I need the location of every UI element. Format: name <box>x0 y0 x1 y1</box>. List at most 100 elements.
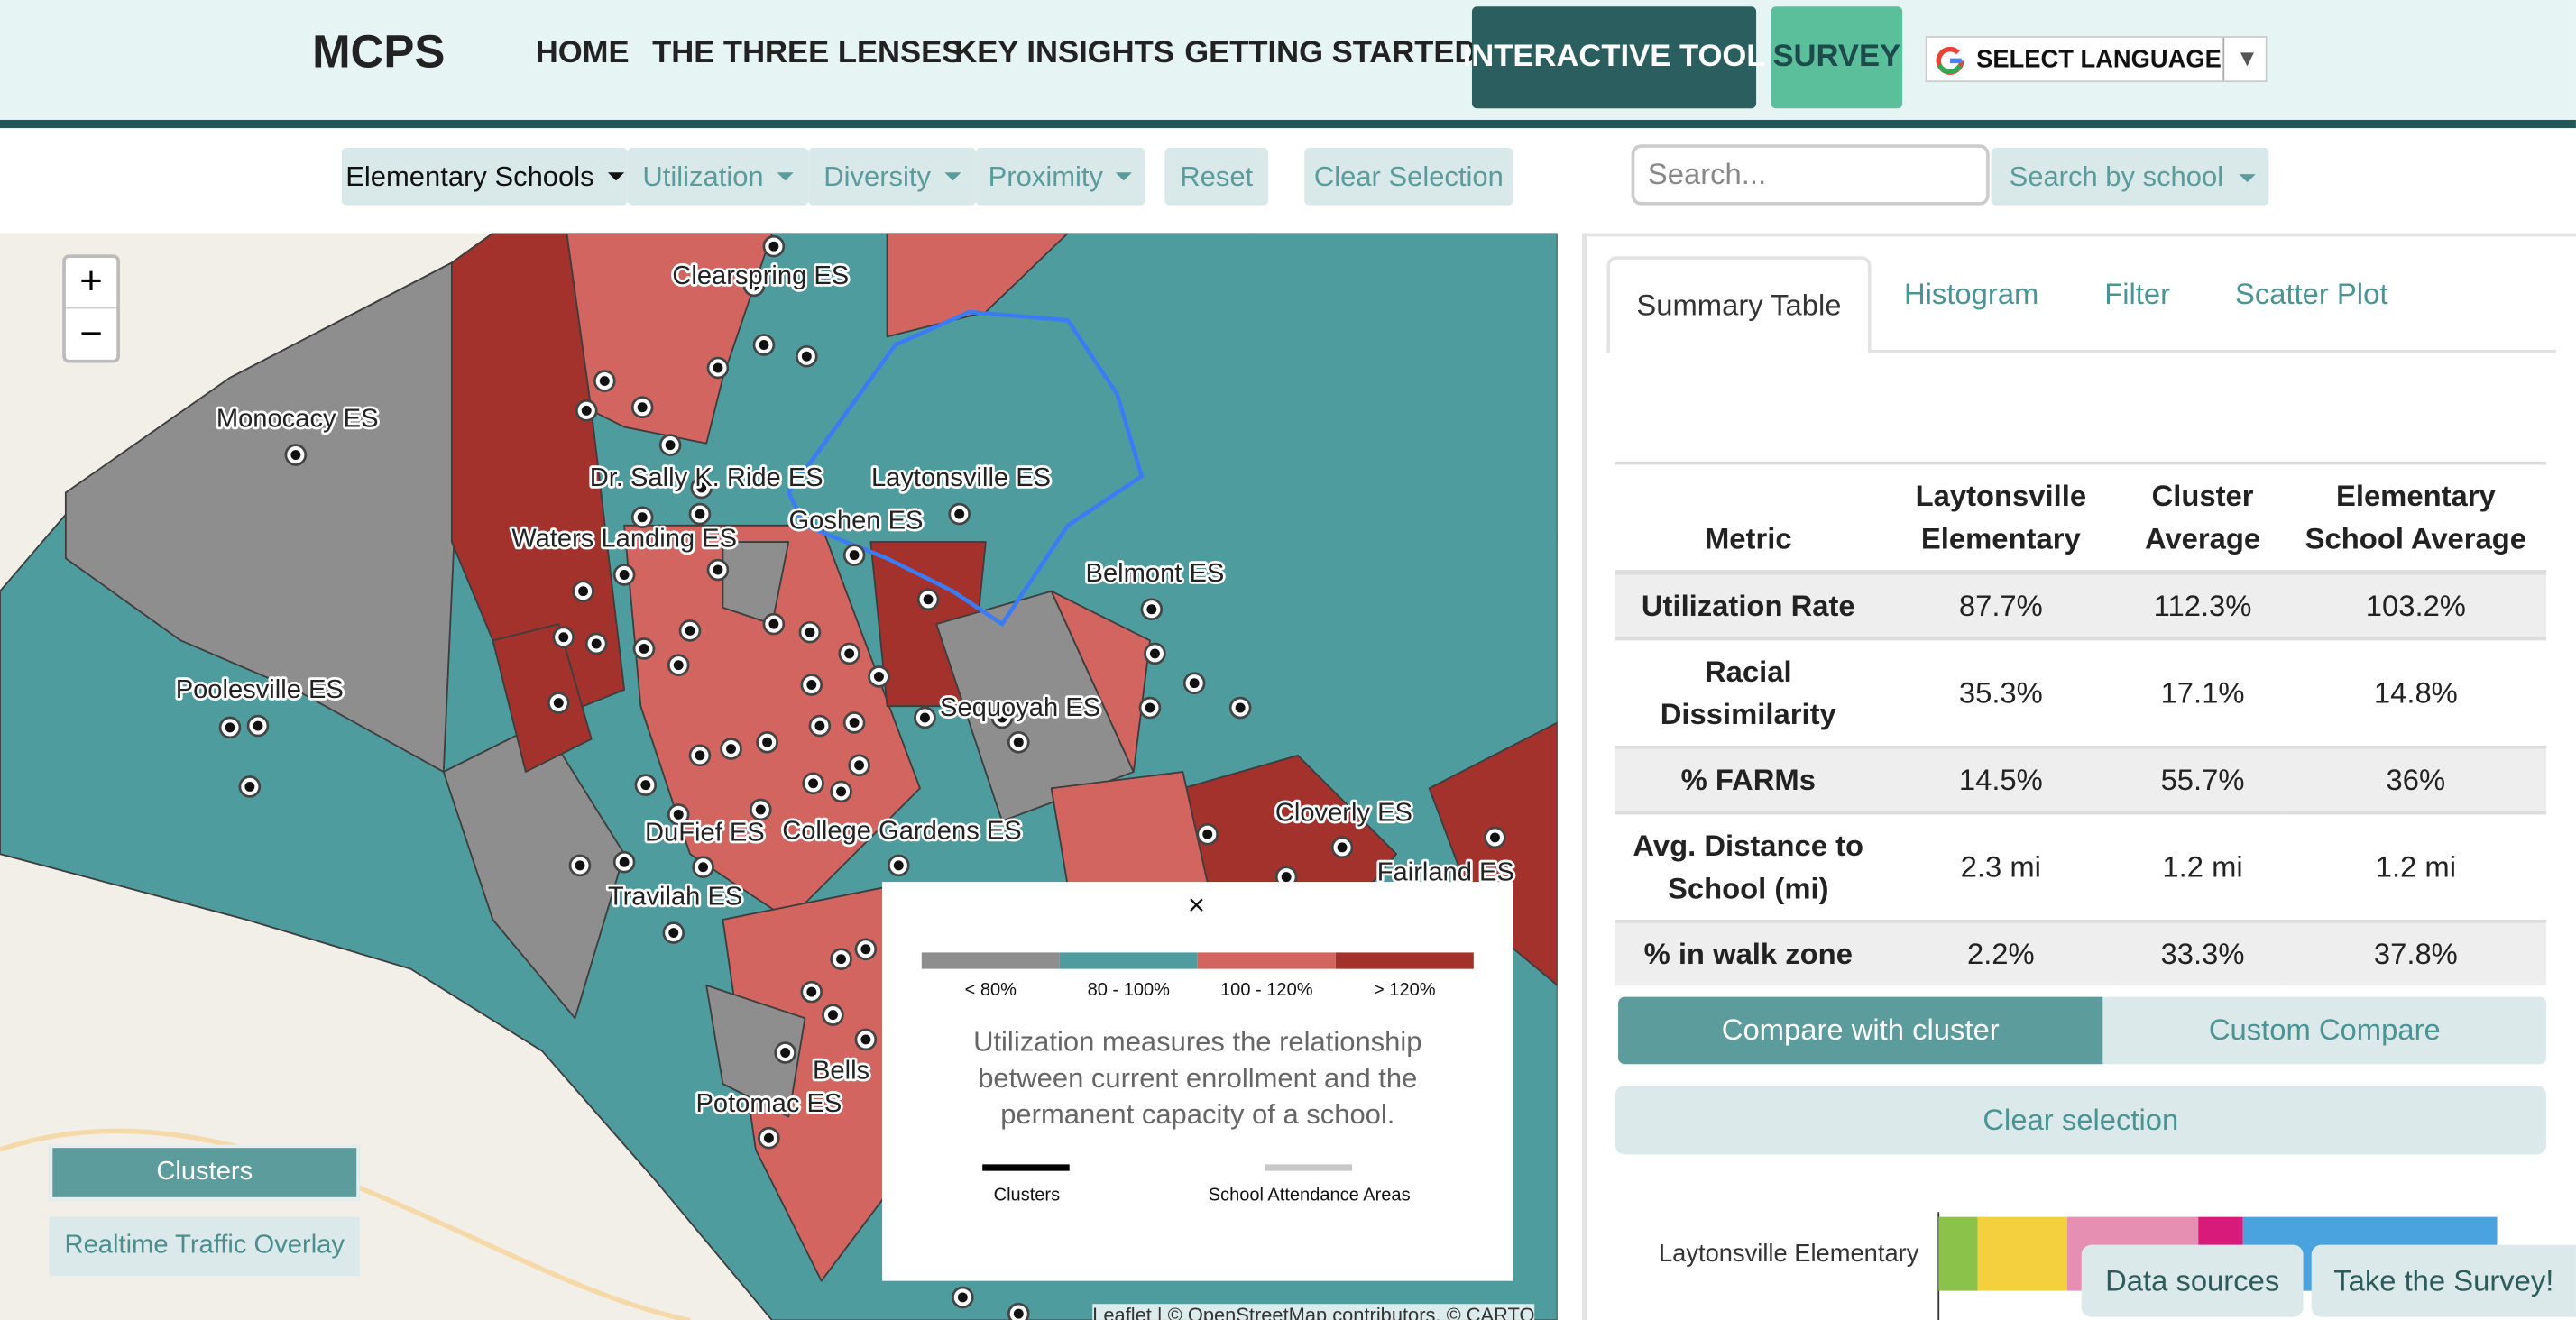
nav-link-active[interactable]: INTERACTIVE TOOL <box>1463 6 1765 109</box>
nav-link[interactable]: THE THREE LENSES <box>652 36 963 71</box>
dropdown[interactable]: Utilization <box>627 147 809 206</box>
school-marker-core <box>637 512 648 523</box>
school-marker-core <box>591 638 602 649</box>
school-marker-core <box>806 986 817 997</box>
dropdown[interactable]: Elementary Schools <box>341 147 628 206</box>
school-marker-core <box>873 671 884 682</box>
school-marker-core <box>836 786 847 797</box>
column-header: Metric <box>1615 464 1882 575</box>
value-cell: 17.1% <box>2120 637 2286 747</box>
button[interactable]: Reset <box>1164 147 1269 206</box>
school-marker-core <box>673 660 684 671</box>
metric-cell: Avg. Distance to School (mi) <box>1615 811 1882 921</box>
layer-button[interactable]: Clusters <box>49 1144 360 1201</box>
school-marker-core <box>665 440 676 451</box>
map-labels: Clearspring ES Monocacy ES Laytonsville ES… <box>173 259 1517 1120</box>
value-cell: 35.3% <box>1881 637 2121 747</box>
dropdown[interactable]: Diversity <box>808 147 976 206</box>
school-marker-core <box>954 509 965 519</box>
clear-selection[interactable]: Clear selection <box>1615 1085 2547 1155</box>
legend-bin-label: 80 - 100% <box>1087 980 1170 1001</box>
school-label: Sequoyah ES <box>940 693 1100 722</box>
attribution[interactable]: Leaflet | © OpenStreetMap contributors, … <box>1092 1304 1535 1320</box>
school-marker-core <box>575 860 585 871</box>
school-markers <box>218 234 1506 1320</box>
school-label: Laytonsville ES <box>871 463 1051 492</box>
legend-bin-label: < 80% <box>964 980 1017 1001</box>
compare-button-active[interactable]: Compare with cluster <box>1618 996 2103 1065</box>
tab[interactable]: Histogram <box>1903 276 2039 310</box>
school-label: Waters Landing ES <box>511 525 737 554</box>
school-marker-core <box>553 698 564 709</box>
bar-category: Laytonsville Elementary <box>1659 1239 1919 1267</box>
value-cell: 87.7% <box>1881 570 2121 639</box>
dropdown[interactable]: Proximity <box>975 147 1145 206</box>
value-cell: 55.7% <box>2120 745 2286 813</box>
school-label: Clearspring ES <box>672 261 849 290</box>
district <box>722 885 921 1282</box>
close-button[interactable]: × <box>1187 888 1206 921</box>
school-marker-core <box>919 712 930 723</box>
compare-button[interactable]: Custom Compare <box>2102 996 2547 1065</box>
nav-link[interactable]: SURVEY <box>1771 6 1903 109</box>
header-border <box>0 119 2576 129</box>
legend-swatch <box>1197 952 1336 969</box>
district <box>705 984 806 1118</box>
floating-button[interactable]: Take the Survey! <box>2311 1244 2576 1317</box>
dropdown-arrow: ▼ <box>2235 44 2259 71</box>
school-marker-core <box>849 550 860 561</box>
cluster-line-key <box>982 1164 1070 1171</box>
school-marker-core <box>695 750 705 761</box>
summary-table: Metric Laytonsville Elementary Cluster Ave… <box>1615 464 2547 985</box>
school-marker-core <box>640 780 651 791</box>
zoom-in[interactable]: + <box>65 258 117 309</box>
nav-link[interactable]: KEY INSIGHTS <box>954 36 1174 71</box>
google-icon <box>1936 46 1964 75</box>
legend-swatch <box>1059 952 1198 969</box>
layer-button[interactable]: Realtime Traffic Overlay <box>49 1216 360 1277</box>
zoom-out[interactable]: − <box>79 311 103 356</box>
nav-link[interactable]: GETTING STARTED <box>1184 36 1477 71</box>
button[interactable]: Clear Selection <box>1304 147 1513 206</box>
table-row: % FARMs 14.5% 55.7% 36% <box>1615 745 2547 813</box>
school-label: Dr. Sally K. Ride ES <box>590 463 823 492</box>
school-marker-core <box>827 1010 838 1021</box>
school-marker-core <box>1202 829 1213 839</box>
brand[interactable]: MCPS <box>312 26 446 78</box>
nav-link[interactable]: HOME <box>535 36 630 71</box>
value-cell: 36% <box>2285 745 2547 813</box>
school-marker-core <box>860 944 871 955</box>
tab-active[interactable]: Summary Table <box>1606 256 1872 353</box>
school-marker-core <box>698 862 709 873</box>
school-marker-core <box>581 405 592 416</box>
legend-bin-label: > 120% <box>1374 980 1436 1001</box>
school-marker-core <box>1145 702 1155 713</box>
zoom-control: + − <box>62 254 120 363</box>
search-by-dropdown[interactable]: Search by school <box>1991 147 2269 206</box>
school-label: DuFief ES <box>645 819 765 848</box>
tab[interactable]: Scatter Plot <box>2234 276 2388 310</box>
table-header-row: Metric Laytonsville Elementary Cluster Ave… <box>1615 464 2547 575</box>
school-marker-core <box>808 778 819 789</box>
school-marker-core <box>755 804 766 815</box>
value-cell: 2.3 mi <box>1881 811 2121 921</box>
search-input[interactable]: Search... <box>1631 144 1990 206</box>
school-marker-core <box>1013 737 1024 747</box>
school-label: Travilah ES <box>608 883 742 912</box>
language-select[interactable]: SELECT LANGUAGE ▼ <box>1925 36 2268 83</box>
column-header: Laytonsville Elementary <box>1881 464 2121 575</box>
value-cell: 37.8% <box>2285 919 2547 985</box>
table-row: % in walk zone 2.2% 33.3% 37.8% <box>1615 919 2547 985</box>
legend-bin-label: 100 - 120% <box>1220 980 1313 1001</box>
floating-button[interactable]: Data sources <box>2081 1244 2304 1317</box>
table-row: Racial Dissimilarity 35.3% 17.1% 14.8% <box>1615 637 2547 747</box>
school-marker-core <box>1235 702 1246 713</box>
district <box>492 623 593 773</box>
school-marker-core <box>673 809 684 820</box>
school-marker-core <box>997 712 1007 723</box>
metric-cell: % in walk zone <box>1615 919 1882 985</box>
value-cell: 2.2% <box>1881 919 2121 985</box>
tab[interactable]: Filter <box>2104 276 2171 310</box>
